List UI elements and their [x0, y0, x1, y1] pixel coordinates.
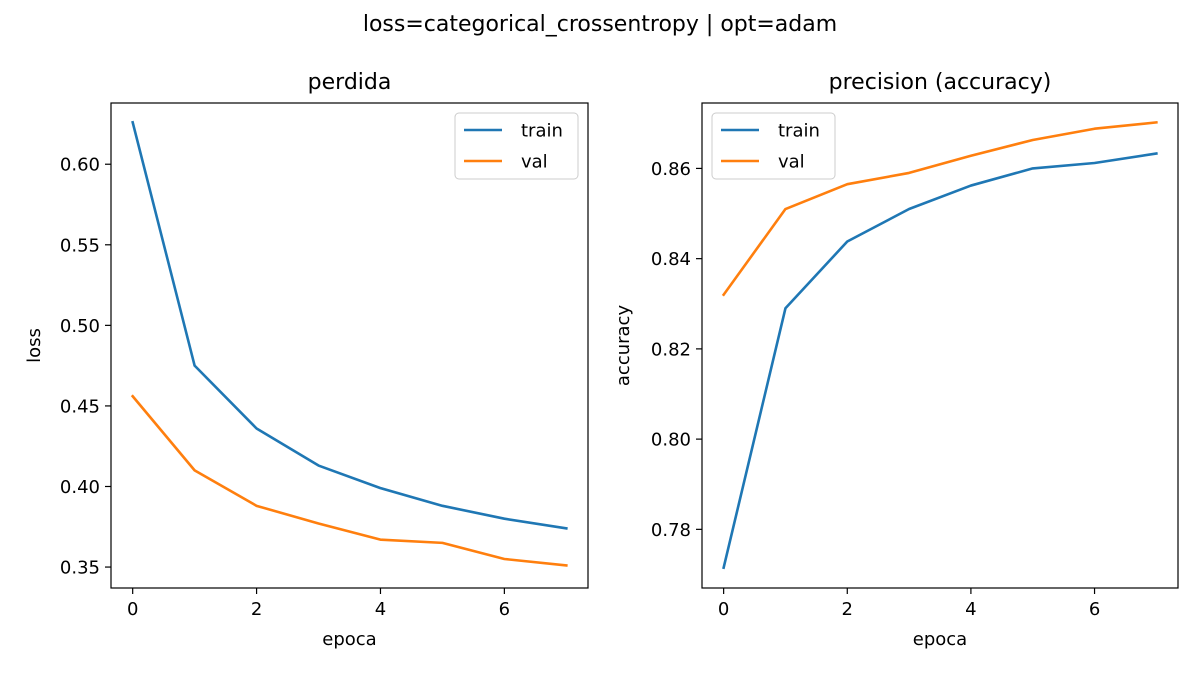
panel2-xlabel: epoca — [913, 629, 967, 650]
panel2-xtick-label: 2 — [842, 599, 853, 620]
panel2-group: 0 2 4 6 0.78 0.80 0.82 0.84 0.86 precision (accur… — [613, 70, 1179, 650]
panel1-title: perdida — [308, 70, 392, 95]
panel2-ytick-label: 0.86 — [651, 159, 691, 180]
panel1-xtick-label: 0 — [127, 599, 138, 620]
panel2-legend-label-val: val — [778, 152, 805, 173]
panel1-xtick-label: 4 — [375, 599, 386, 620]
panel1-group: 0 2 4 6 0.35 0.40 0.45 0.50 0.55 0.60 perdida epoca… — [24, 70, 589, 650]
panel1-ytick-label: 0.45 — [60, 396, 100, 417]
panel2-xtick-label: 4 — [965, 599, 976, 620]
panel1-xtick-label: 2 — [251, 599, 262, 620]
panel2-series-line-val — [721, 120, 1158, 297]
panel1-series-line-train — [131, 120, 568, 530]
panel1-ytick-label: 0.35 — [60, 558, 100, 579]
panel2-ylabel: accuracy — [613, 305, 634, 387]
panel1-xlabel: epoca — [322, 629, 376, 650]
panel1-series-line-val — [130, 394, 568, 567]
panel2-ytick-label: 0.78 — [651, 520, 691, 541]
panel2-xtick-label: 0 — [718, 599, 729, 620]
panel1-axes-frame — [110, 102, 589, 589]
panel1-legend-label-train: train — [521, 121, 563, 142]
panel2-ytick-label: 0.82 — [651, 339, 691, 360]
panel1-ytick-label: 0.40 — [60, 477, 100, 498]
panel1-ylabel: loss — [24, 328, 45, 363]
panel1-ytick-label: 0.55 — [60, 235, 100, 256]
panel2-axes-frame — [701, 102, 1179, 589]
panel2-legend-label-train: train — [778, 121, 820, 142]
panel2-series-line-train — [722, 152, 1158, 570]
panel1-xtick-label: 6 — [499, 599, 510, 620]
panel2-xtick-label: 6 — [1089, 599, 1100, 620]
panel2-title: precision (accuracy) — [829, 70, 1052, 95]
panel1-ytick-label: 0.50 — [60, 316, 100, 337]
panel1-ytick-label: 0.60 — [60, 155, 100, 176]
panel1-legend-label-val: val — [521, 152, 548, 173]
panel2-ytick-label: 0.80 — [651, 430, 691, 451]
panel2-ytick-label: 0.84 — [651, 249, 691, 270]
figure-suptitle: loss=categorical_crossentropy | opt=adam — [363, 12, 837, 37]
